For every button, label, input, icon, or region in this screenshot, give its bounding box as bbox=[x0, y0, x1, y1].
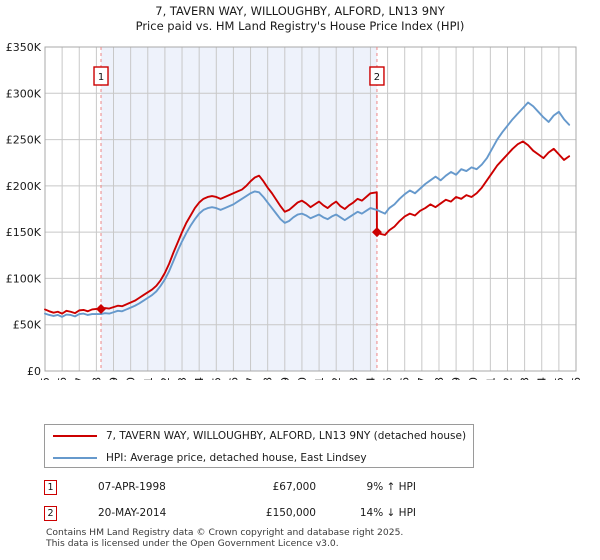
event-badge-box-2 bbox=[369, 66, 385, 86]
legend-swatch-property bbox=[53, 435, 97, 437]
sale-date-2: 20-MAY-2014 bbox=[98, 507, 167, 519]
sale-hpi-delta-2: 14% ↓ HPI bbox=[359, 507, 416, 519]
y-axis-tick-label: £0 bbox=[27, 365, 41, 378]
y-axis-tick-label: £150K bbox=[6, 226, 42, 239]
event-badge-label-2: 2 bbox=[374, 72, 380, 83]
series-line-hpi bbox=[44, 101, 571, 318]
y-axis-tick-label: £50K bbox=[13, 319, 42, 332]
sale-index-badge-1: 1 bbox=[44, 479, 57, 495]
x-axis-tick-label: 2014 bbox=[364, 377, 377, 380]
x-axis-tick-label: 2009 bbox=[279, 377, 292, 380]
x-axis-tick-label: 1996 bbox=[56, 377, 69, 380]
title-line-1: 7, TAVERN WAY, WILLOUGHBY, ALFORD, LN13 … bbox=[155, 4, 445, 18]
x-axis-tick-label: 2021 bbox=[484, 377, 497, 380]
x-axis-tick-label: 2003 bbox=[176, 377, 189, 380]
x-axis-tick-label: 2022 bbox=[501, 377, 514, 380]
footer-line-1: Contains HM Land Registry data © Crown c… bbox=[46, 527, 404, 538]
event-badge-label-1: 1 bbox=[98, 72, 104, 83]
plot-frame bbox=[44, 46, 577, 372]
sale-hpi-delta-1: 9% ↑ HPI bbox=[366, 481, 416, 493]
price-history-chart: 1995 1996 1997 1998 1999 2000 2001 2002 2003 2004… bbox=[0, 40, 600, 380]
y-axis-tick-label: £200K bbox=[6, 180, 42, 193]
footer-line-2: This data is licensed under the Open Gov… bbox=[46, 538, 339, 549]
legend-item-property: 7, TAVERN WAY, WILLOUGHBY, ALFORD, LN13 … bbox=[45, 425, 473, 447]
legend-label-property: 7, TAVERN WAY, WILLOUGHBY, ALFORD, LN13 … bbox=[106, 430, 467, 442]
x-axis-tick-label: 2007 bbox=[245, 377, 258, 380]
y-axis-tick-label: £300K bbox=[6, 87, 42, 100]
x-axis-tick-label: 2013 bbox=[347, 377, 360, 380]
copyright-footer: Contains HM Land Registry data © Crown c… bbox=[46, 527, 566, 549]
title-line-2: Price paid vs. HM Land Registry's House … bbox=[135, 19, 465, 33]
x-axis-tick-label: 2019 bbox=[450, 377, 463, 380]
y-axis-tick-label: £350K bbox=[6, 41, 42, 54]
sale-price-1: £67,000 bbox=[272, 481, 316, 493]
x-axis-tick-label: 1995 bbox=[39, 377, 52, 380]
x-axis-tick-label: 2010 bbox=[296, 377, 309, 380]
x-axis-tick-label: 2018 bbox=[433, 377, 446, 380]
x-axis-tick-label: 2016 bbox=[399, 377, 412, 380]
series-line-property bbox=[44, 140, 571, 315]
x-axis-tick-label: 2012 bbox=[330, 377, 343, 380]
table-row: 1 07-APR-1998 £67,000 9% ↑ HPI bbox=[44, 474, 504, 500]
y-axis-tick-label: £100K bbox=[6, 272, 42, 285]
table-row: 2 20-MAY-2014 £150,000 14% ↓ HPI bbox=[44, 500, 504, 526]
x-axis-tick-label: 1997 bbox=[73, 377, 86, 380]
x-axis-tick-label: 2015 bbox=[382, 377, 395, 380]
x-axis-tick-label: 2002 bbox=[159, 377, 172, 380]
x-axis-tick-label: 2006 bbox=[227, 377, 240, 380]
x-axis-tick-label: 2017 bbox=[416, 377, 429, 380]
x-axis-tick-label: 2025 bbox=[553, 377, 566, 380]
legend-label-hpi: HPI: Average price, detached house, East… bbox=[106, 452, 367, 464]
event-badge-box-1 bbox=[93, 66, 109, 86]
chart-legend: 7, TAVERN WAY, WILLOUGHBY, ALFORD, LN13 … bbox=[44, 424, 474, 468]
x-axis-tick-label: 2026 bbox=[570, 377, 583, 380]
legend-swatch-hpi bbox=[53, 457, 97, 459]
sale-date-1: 07-APR-1998 bbox=[98, 481, 166, 493]
ownership-band bbox=[101, 47, 377, 371]
sales-table: 1 07-APR-1998 £67,000 9% ↑ HPI 2 20-MAY-… bbox=[44, 474, 504, 526]
x-axis-tick-label: 2011 bbox=[313, 377, 326, 380]
x-axis-tick-label: 2004 bbox=[193, 377, 206, 380]
sale-point-marker-2 bbox=[371, 227, 382, 238]
x-axis-tick-label: 2020 bbox=[467, 377, 480, 380]
legend-item-hpi: HPI: Average price, detached house, East… bbox=[45, 447, 473, 469]
chart-canvas: 1995 1996 1997 1998 1999 2000 2001 2002 2003 2004… bbox=[6, 41, 583, 380]
page-title: 7, TAVERN WAY, WILLOUGHBY, ALFORD, LN13 … bbox=[0, 4, 600, 34]
x-axis-tick-label: 2001 bbox=[142, 377, 155, 380]
x-axis-tick-label: 2000 bbox=[125, 377, 138, 380]
sale-price-2: £150,000 bbox=[265, 507, 316, 519]
sale-index-badge-2: 2 bbox=[44, 505, 57, 521]
x-axis-tick-label: 2008 bbox=[262, 377, 275, 380]
x-axis-tick-label: 2005 bbox=[210, 377, 223, 380]
x-axis-tick-label: 2023 bbox=[519, 377, 532, 380]
x-axis-tick-label: 1998 bbox=[90, 377, 103, 380]
y-axis-tick-label: £250K bbox=[6, 134, 42, 147]
x-axis-tick-label: 2024 bbox=[536, 377, 549, 380]
sale-point-marker-1 bbox=[96, 303, 107, 314]
x-axis-tick-label: 1999 bbox=[108, 377, 121, 380]
